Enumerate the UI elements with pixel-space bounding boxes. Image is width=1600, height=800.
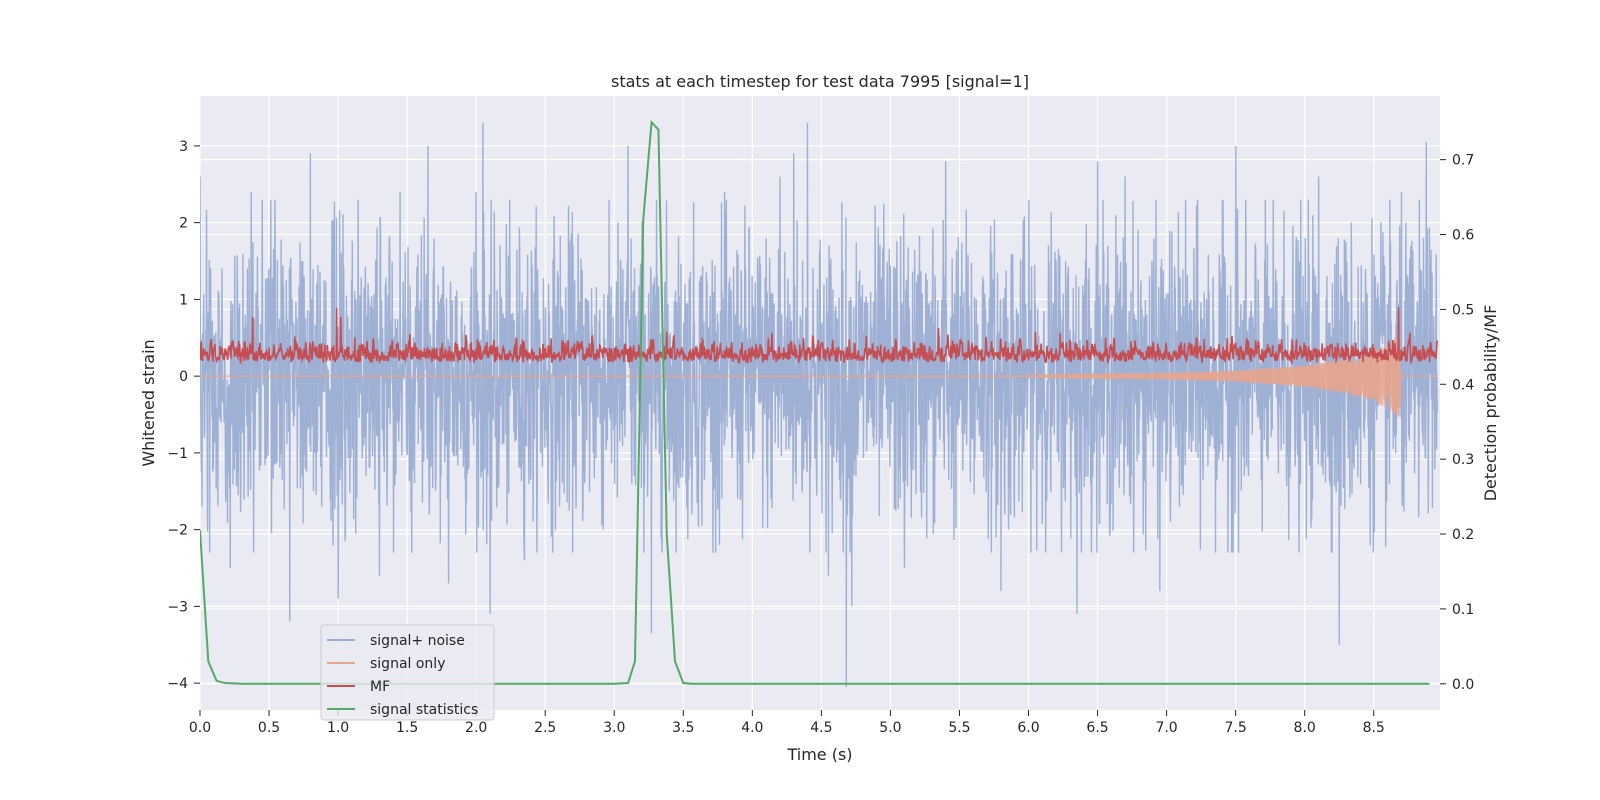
x-tick-label: 3.0	[603, 720, 625, 736]
y2-tick-label: 0.4	[1452, 377, 1474, 393]
x-tick-label: 5.0	[879, 720, 901, 736]
y2-tick-label: 0.5	[1452, 302, 1474, 318]
y-tick-label: −3	[167, 599, 188, 615]
y-axis-label: Whitened strain	[139, 339, 158, 466]
x-tick-label: 6.0	[1017, 720, 1039, 736]
signal-statistics-point	[674, 660, 676, 663]
y2-tick-label: 0.6	[1452, 228, 1474, 244]
y-tick-label: −4	[167, 676, 188, 692]
series-mf	[200, 307, 1439, 365]
signal-statistics-point	[642, 218, 645, 221]
y-tick-label: 3	[179, 139, 188, 155]
signal-statistics-point	[613, 682, 616, 685]
signal-statistics-point	[682, 682, 685, 684]
x-axis-label: Time (s)	[786, 745, 852, 764]
y-tick-label: 2	[179, 216, 188, 232]
x-tick-label: 0.5	[258, 720, 280, 736]
x-tick-label: 8.5	[1363, 720, 1385, 736]
legend-label-signal-only: signal only	[370, 656, 445, 672]
signal-statistics-point	[650, 121, 653, 124]
signal-statistics-point	[224, 682, 226, 684]
signal-statistics-point	[699, 682, 701, 685]
y2-tick-label: 0.3	[1452, 452, 1474, 468]
y-tick-label: 1	[179, 292, 188, 308]
y2-tick-label: 0.2	[1452, 527, 1474, 543]
y-tick-label: −1	[167, 446, 188, 462]
x-tick-label: 3.5	[672, 720, 694, 736]
x-tick-label: 7.0	[1155, 720, 1177, 736]
x-tick-label: 5.5	[948, 720, 970, 736]
signal-statistics-point	[889, 682, 892, 685]
y2-tick-label: 0.1	[1452, 602, 1474, 618]
y2-tick-label: 0.0	[1452, 677, 1474, 693]
signal-statistics-point	[207, 660, 210, 663]
signal-statistics-point	[215, 680, 218, 682]
y-tick-label: 0	[179, 369, 188, 385]
y-tick-label: −2	[167, 523, 188, 539]
x-tick-label: 8.0	[1294, 720, 1316, 736]
signal-statistics-point	[1428, 682, 1430, 685]
x-tick-label: 1.0	[327, 720, 349, 736]
y2-tick-label: 0.7	[1452, 153, 1474, 169]
x-tick-label: 2.0	[465, 720, 487, 736]
signal-statistics-point	[627, 682, 629, 684]
signal-statistics-point	[1303, 682, 1306, 685]
signal-statistics-point	[690, 682, 693, 685]
x-tick-label: 2.5	[534, 720, 556, 736]
series-signal-only	[200, 334, 1438, 418]
x-tick-label: 4.0	[741, 720, 763, 736]
chart-title: stats at each timestep for test data 799…	[611, 72, 1029, 91]
legend: signal+ noise signal only MF signal stat…	[320, 624, 495, 721]
signal-statistics-point	[1027, 682, 1030, 685]
signal-statistics-point	[657, 128, 660, 131]
x-tick-label: 1.5	[396, 720, 418, 736]
y2-axis-label: Detection probability/MF	[1481, 305, 1500, 502]
x-tick-label: 0.0	[189, 720, 211, 736]
legend-label-mf: MF	[370, 679, 390, 695]
signal-statistics-point	[665, 533, 668, 535]
signal-statistics-point	[751, 682, 754, 685]
signal-statistics-point	[200, 529, 201, 532]
x-tick-label: 4.5	[810, 720, 832, 736]
signal-statistics-point	[1165, 682, 1168, 685]
legend-label-signal-statistics: signal statistics	[370, 702, 478, 718]
x-tick-label: 7.5	[1225, 720, 1247, 736]
signal-statistics-point	[282, 682, 284, 685]
signal-statistics-point	[634, 660, 636, 663]
series-signal-noise	[200, 122, 1438, 687]
legend-label-signal-noise: signal+ noise	[370, 633, 465, 649]
signal-statistics-point	[240, 682, 243, 685]
x-tick-label: 6.5	[1086, 720, 1108, 736]
